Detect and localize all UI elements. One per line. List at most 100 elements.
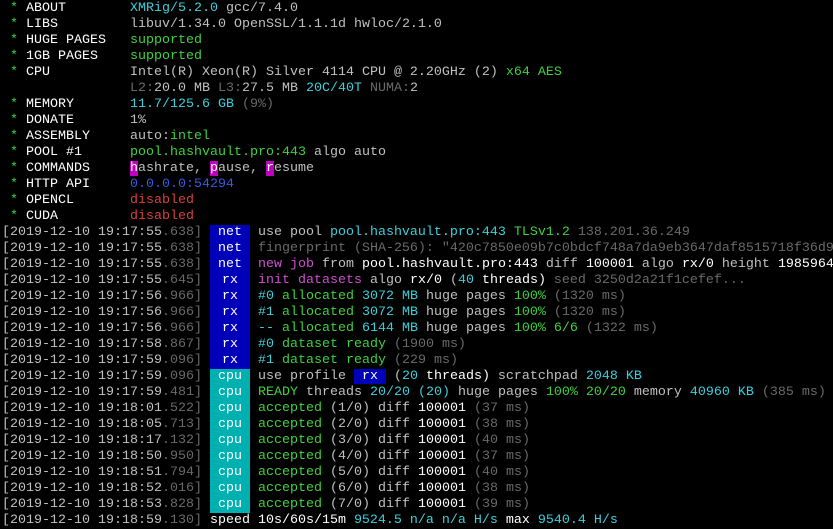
value-segment: 100001: [417, 401, 466, 416]
value-segment: (1900 ms): [385, 337, 466, 352]
value-segment: (38 ms): [465, 417, 530, 432]
summary-label: POOL #1: [26, 145, 82, 160]
value-segment: #1: [257, 353, 274, 368]
value-segment: 1985964: [777, 257, 833, 272]
value-segment: 100001: [417, 497, 466, 512]
tag-label: net: [217, 257, 242, 272]
tag-label: net: [217, 241, 242, 256]
value-segment: speed 10s/60s/15m: [209, 513, 354, 528]
bracket: ]: [193, 241, 210, 256]
tag-badge-cpu: cpu: [209, 433, 250, 449]
summary-label: HUGE PAGES: [26, 33, 106, 48]
timestamp: 2019-12-10 19:17:55: [10, 257, 162, 272]
summary-row: * CPU Intel(R) Xeon(R) Silver 4114 CPU @ …: [2, 65, 833, 81]
tag-badge-cpu: cpu: [209, 369, 250, 385]
log-line: [2019-12-10 19:18:17.132] cpu accepted (…: [2, 433, 833, 449]
value-segment: supported: [130, 33, 202, 48]
value-segment: (1322 ms): [577, 321, 658, 336]
timestamp-ms: .096: [161, 369, 194, 384]
value-segment: (3/0): [321, 433, 370, 448]
value-segment: (6/0): [321, 481, 370, 496]
value-segment: allocated: [273, 289, 362, 304]
summary-row: * CUDA disabled: [2, 209, 833, 225]
value-segment: 40: [457, 273, 474, 288]
tag-badge-cpu: cpu: [209, 481, 250, 497]
value-segment: dataset ready: [273, 337, 386, 352]
bracket: [: [2, 225, 10, 240]
spacer: [2, 81, 26, 96]
log-line: [2019-12-10 19:17:58.867] rx #0 dataset …: [2, 337, 833, 353]
tag-label: cpu: [217, 481, 242, 496]
value-segment: rx/0: [681, 257, 714, 272]
log-line: [2019-12-10 19:18:01.522] cpu accepted (…: [2, 401, 833, 417]
bracket: ]: [193, 401, 210, 416]
bracket: [: [2, 273, 10, 288]
value-segment: (1320 ms): [545, 289, 626, 304]
value-segment: 20: [401, 369, 418, 384]
value-segment: 1%: [130, 113, 146, 128]
value-segment: (37 ms): [465, 401, 530, 416]
log-line: [2019-12-10 19:17:55.645] rx init datase…: [2, 273, 833, 289]
value-segment: 2: [410, 81, 418, 96]
value-segment: 100% 20/20: [545, 385, 626, 400]
value-segment: diff: [369, 465, 418, 480]
value-segment: (38 ms): [465, 481, 530, 496]
bracket: ]: [193, 433, 210, 448]
timestamp: 2019-12-10 19:18:59: [10, 513, 162, 528]
tag-label: cpu: [217, 465, 242, 480]
tag-label: rx: [221, 273, 238, 288]
log-line: [2019-12-10 19:17:56.966] rx #1 allocate…: [2, 305, 833, 321]
summary-label: LIBS: [26, 17, 58, 32]
summary-label: MEMORY: [26, 97, 74, 112]
value-segment: pool.hashvault.pro:443: [361, 257, 538, 272]
bracket: ]: [193, 257, 210, 272]
log-line: [2019-12-10 19:18:51.794] cpu accepted (…: [2, 465, 833, 481]
timestamp: 2019-12-10 19:18:52: [10, 481, 162, 496]
bullet-star-icon: *: [2, 177, 26, 192]
value-segment: accepted: [257, 433, 322, 448]
bullet-star-icon: *: [2, 209, 26, 224]
value-segment: (39 ms): [465, 497, 530, 512]
tag-badge-net: net: [209, 257, 250, 273]
value-segment: L3:: [218, 81, 242, 96]
value-segment: allocated: [273, 305, 362, 320]
value-segment: huge pages: [417, 305, 514, 320]
value-segment: use pool: [257, 225, 330, 240]
tag-label: rx: [221, 337, 238, 352]
value-segment: 3072 MB: [361, 305, 418, 320]
value-segment: (5/0): [321, 465, 370, 480]
value-segment: use profile: [257, 369, 354, 384]
tag-badge-rx: rx: [209, 353, 250, 369]
summary-row: * HTTP API 0.0.0.0:54294: [2, 177, 833, 193]
value-segment: huge pages: [449, 385, 546, 400]
value-segment: 40960 KB: [689, 385, 754, 400]
value-segment: 100001: [585, 257, 634, 272]
value-segment: dataset ready: [273, 353, 386, 368]
value-segment: ause,: [217, 161, 266, 176]
bracket: [: [2, 497, 10, 512]
timestamp-ms: .096: [161, 353, 194, 368]
bullet-star-icon: *: [2, 97, 26, 112]
log-line: [2019-12-10 19:17:59.096] cpu use profil…: [2, 369, 833, 385]
value-segment: 9540.4 H/s: [537, 513, 618, 528]
value-segment: disabled: [130, 193, 194, 208]
timestamp-ms: .638: [161, 257, 194, 272]
log-line: [2019-12-10 19:17:59.096] rx #1 dataset …: [2, 353, 833, 369]
value-segment: 100001: [417, 465, 466, 480]
value-segment: (37 ms): [465, 449, 530, 464]
summary-row: * DONATE 1%: [2, 113, 833, 129]
value-segment: 100001: [417, 481, 466, 496]
value-segment: accepted: [257, 417, 322, 432]
bracket: [: [2, 465, 10, 480]
summary-row: * LIBS libuv/1.34.0 OpenSSL/1.1.1d hwloc/…: [2, 17, 833, 33]
bullet-star-icon: *: [2, 17, 26, 32]
value-segment: pool.hashvault.pro:443: [329, 225, 514, 240]
bracket: [: [2, 241, 10, 256]
value-segment: 20/20: [369, 385, 410, 400]
timestamp-ms: .794: [161, 465, 194, 480]
bracket: ]: [193, 273, 210, 288]
summary-row: L2:20.0 MB L3:27.5 MB 20C/40T NUMA:2: [2, 81, 833, 97]
tag-label: rx: [221, 305, 238, 320]
tag-label: cpu: [217, 497, 242, 512]
